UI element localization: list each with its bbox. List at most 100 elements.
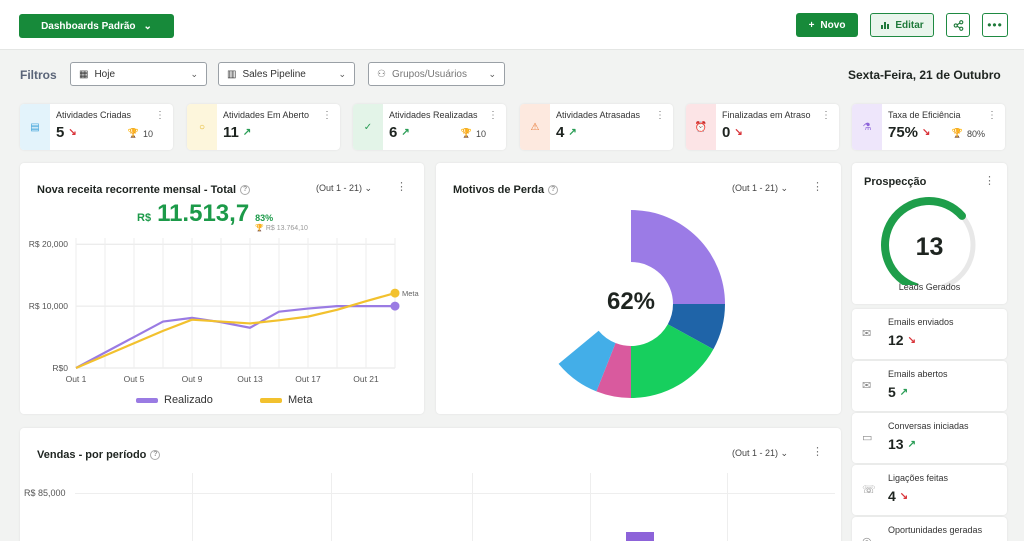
trophy-icon: 🏆 <box>460 128 472 138</box>
donut-slice[interactable] <box>631 210 725 304</box>
loss-period-text: (Out 1 - 21) <box>732 183 779 193</box>
series-end-point[interactable] <box>390 288 400 298</box>
kpi-menu-icon[interactable]: ⋮ <box>322 110 332 121</box>
trend-arrow-icon: ↗ <box>899 386 909 398</box>
trend-arrow-icon: ↗ <box>907 438 916 450</box>
kpi-value-row: 5 ↘ <box>56 124 173 141</box>
revenue-period-select[interactable]: (Out 1 - 21) ⌄ <box>316 183 372 194</box>
kpi-value: 5 <box>56 124 65 141</box>
series-line-meta[interactable] <box>75 292 396 370</box>
pipeline-select[interactable]: ▥ Sales Pipeline ⌄ <box>218 62 355 86</box>
loss-menu-icon[interactable]: ⋮ <box>812 181 823 193</box>
prospection-item[interactable]: ☏ Ligações feitas 4 ↘ <box>852 465 1007 515</box>
kpi-strip: ⚗ <box>852 104 882 150</box>
loss-title-text: Motivos de Perda <box>453 184 545 196</box>
loss-period-select[interactable]: (Out 1 - 21) ⌄ <box>732 183 788 194</box>
kpi-menu-icon[interactable]: ⋮ <box>821 110 831 121</box>
chevron-down-icon: ⌄ <box>488 68 496 79</box>
kpi-menu-icon[interactable]: ⋮ <box>987 110 997 121</box>
sales-gridline-v <box>192 473 193 541</box>
y-tick-label: R$ 20,000 <box>29 239 68 249</box>
prospection-title: Prospecção <box>864 176 927 188</box>
sales-menu-icon[interactable]: ⋮ <box>812 446 823 458</box>
trend-arrow-icon: ↘ <box>899 490 909 502</box>
series-end-point[interactable] <box>390 301 400 311</box>
kpi-card[interactable]: ✓ Atividades Realizadas 6 ↗ 🏆 10 ⋮ <box>353 104 506 150</box>
legend-meta: Meta <box>260 394 312 406</box>
kpi-goal: 🏆 10 <box>461 128 486 139</box>
check-circle-icon: ✓ <box>363 121 373 133</box>
kpi-value: 4 <box>556 124 565 141</box>
sales-bar[interactable] <box>626 532 654 541</box>
prospection-menu-icon[interactable]: ⋮ <box>984 175 995 187</box>
revenue-line-chart: R$0 R$ 10,000 R$ 20,000 Out 1 Out 5 Out 9 Out … <box>29 238 420 384</box>
kpi-menu-icon[interactable]: ⋮ <box>155 110 165 121</box>
kpi-value: 6 <box>389 124 398 141</box>
kpi-body: Atividades Realizadas 6 ↗ 🏆 10 ⋮ <box>383 104 506 150</box>
sales-period-select[interactable]: (Out 1 - 21) ⌄ <box>732 448 788 459</box>
sales-period-text: (Out 1 - 21) <box>732 448 779 458</box>
donut-slice[interactable] <box>558 330 616 392</box>
donut-slice[interactable] <box>667 304 725 350</box>
kpi-body: Finalizadas em Atraso 0 ↘ ⋮ <box>716 104 839 150</box>
kpi-value: 0 <box>722 124 731 141</box>
trophy-icon: 🏆 <box>951 128 963 138</box>
kpi-card[interactable]: ⚗ Taxa de Eficiência 75% ↘ 🏆 80% ⋮ <box>852 104 1005 150</box>
trend-arrow-icon: ↘ <box>734 127 743 138</box>
chevron-down-icon: ⌄ <box>364 183 373 193</box>
x-tick-label: Out 13 <box>237 374 263 384</box>
prospection-item[interactable]: ▭ Conversas iniciadas 13 ↗ <box>852 413 1007 463</box>
dashboards-dropdown-button[interactable]: Dashboards Padrão ⌄ <box>19 14 174 38</box>
series-line-realizado[interactable] <box>75 304 395 369</box>
kpi-card[interactable]: ⚠ Atividades Atrasadas 4 ↗ ⋮ <box>520 104 673 150</box>
kpi-card[interactable]: ⏰ Finalizadas em Atraso 0 ↘ ⋮ <box>686 104 839 150</box>
period-select[interactable]: ▦ Hoje ⌄ <box>70 62 207 86</box>
chevron-down-icon: ⌄ <box>190 68 198 79</box>
trend-arrow-icon: ↗ <box>401 127 410 138</box>
sales-y-tick: R$ 85,000 <box>24 488 66 498</box>
kpi-menu-icon[interactable]: ⋮ <box>488 110 498 121</box>
revenue-menu-icon[interactable]: ⋮ <box>396 181 407 193</box>
current-date: Sexta-Feira, 21 de Outubro <box>848 68 1001 82</box>
donut-slice[interactable] <box>596 343 631 398</box>
donut-slice[interactable] <box>631 324 714 398</box>
prospection-item-label: Ligações feitas <box>888 473 949 483</box>
mail-open-icon: ✉ <box>862 380 872 392</box>
help-icon[interactable]: ? <box>150 450 161 461</box>
legend-label: Realizado <box>164 394 213 406</box>
prospection-item[interactable]: ✉ Emails enviados 12 ↘ <box>852 309 1007 359</box>
loss-reasons-card: Motivos de Perda? (Out 1 - 21) ⌄ ⋮ 62% <box>436 163 841 414</box>
kpi-card[interactable]: ○ Atividades Em Aberto 11 ↗ ⋮ <box>187 104 340 150</box>
circle-icon: ○ <box>198 121 206 133</box>
help-icon[interactable]: ? <box>240 185 251 196</box>
groups-users-select[interactable]: ⚇ Grupos/Usuários ⌄ <box>368 62 505 86</box>
share-button[interactable] <box>946 13 970 37</box>
kpi-card[interactable]: ▤ Atividades Criadas 5 ↘ 🏆 10 ⋮ <box>20 104 173 150</box>
trend-arrow-icon: ↘ <box>922 127 931 138</box>
more-options-button[interactable]: ••• <box>982 13 1008 37</box>
edit-button[interactable]: Editar <box>870 13 934 37</box>
revenue-card-title: Nova receita recorrente mensal - Total? <box>37 184 251 196</box>
revenue-card: Nova receita recorrente mensal - Total? … <box>20 163 424 414</box>
sales-card: Vendas - por período? (Out 1 - 21) ⌄ ⋮ R… <box>20 428 841 541</box>
revenue-title-text: Nova receita recorrente mensal - Total <box>37 184 237 196</box>
revenue-goal-text: R$ 13.764,10 <box>265 225 308 232</box>
prospection-card: Prospecção ⋮ 13 Leads Gerados <box>852 163 1007 304</box>
prospection-item-value: 12 <box>888 332 904 348</box>
kpi-strip: ✓ <box>353 104 383 150</box>
kpi-menu-icon[interactable]: ⋮ <box>655 110 665 121</box>
prospection-item[interactable]: ◎ Oportunidades geradas <box>852 517 1007 541</box>
prospection-item[interactable]: ✉ Emails abertos 5 ↗ <box>852 361 1007 411</box>
donut-center-label: 62% <box>606 288 656 315</box>
kpi-goal: 🏆 80% <box>952 128 985 139</box>
meta-end-label: Meta <box>402 289 420 298</box>
help-icon[interactable]: ? <box>548 185 559 196</box>
revenue-value: 11.513,7 <box>157 200 250 227</box>
prospection-item-value: 5 <box>888 384 896 400</box>
trend-arrow-icon: ↗ <box>568 127 577 138</box>
kpi-goal: 🏆 10 <box>128 128 153 139</box>
kpi-title: Atividades Realizadas <box>389 110 478 120</box>
chevron-down-icon: ⌄ <box>780 448 789 458</box>
top-bar: Dashboards Padrão ⌄ + Novo Editar ••• <box>0 0 1024 50</box>
new-button[interactable]: + Novo <box>796 13 858 37</box>
